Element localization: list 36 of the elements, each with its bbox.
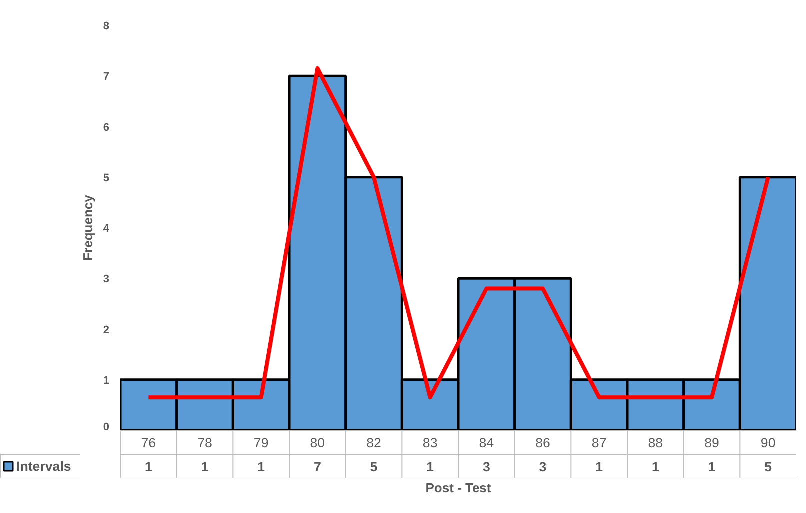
x-tick-label: 87 <box>592 436 607 450</box>
data-label: 5 <box>370 460 378 474</box>
x-tick-label: 86 <box>536 436 550 450</box>
x-tick-label: 78 <box>198 436 212 450</box>
legend-label: Intervals <box>16 459 72 474</box>
x-tick-label: 79 <box>254 436 269 450</box>
data-label: 3 <box>482 460 490 474</box>
y-axis-title: Frequency <box>80 194 96 261</box>
y-tick-label: 1 <box>103 374 110 387</box>
data-label: 1 <box>258 460 266 474</box>
data-label: 5 <box>764 460 773 474</box>
data-label: 1 <box>652 460 660 474</box>
data-label: 7 <box>314 460 322 474</box>
y-tick-label: 7 <box>103 71 110 84</box>
y-tick-label: 6 <box>103 122 110 134</box>
x-tick-label: 82 <box>366 436 382 450</box>
data-label: 1 <box>201 460 210 474</box>
x-tick-label: 84 <box>479 436 495 450</box>
data-label: 1 <box>426 460 435 474</box>
data-label: 1 <box>596 460 604 474</box>
x-tick-label: 90 <box>760 436 776 450</box>
x-axis-title: Post - Test <box>426 480 492 496</box>
x-tick-label: 89 <box>704 436 720 450</box>
x-tick-label: 76 <box>141 436 156 450</box>
x-tick-label: 88 <box>648 436 664 450</box>
x-tick-label: 83 <box>422 436 438 450</box>
x-tick-label: 80 <box>310 436 326 450</box>
data-label: 3 <box>539 460 547 474</box>
y-tick-label: 2 <box>103 324 110 336</box>
data-label: 1 <box>708 460 716 474</box>
data-label: 1 <box>144 460 153 474</box>
y-tick-label: 4 <box>103 223 110 235</box>
line-series <box>146 66 770 400</box>
y-tick-label: 5 <box>103 172 110 184</box>
y-tick-label: 3 <box>103 274 110 286</box>
y-tick-label: 8 <box>103 20 110 32</box>
